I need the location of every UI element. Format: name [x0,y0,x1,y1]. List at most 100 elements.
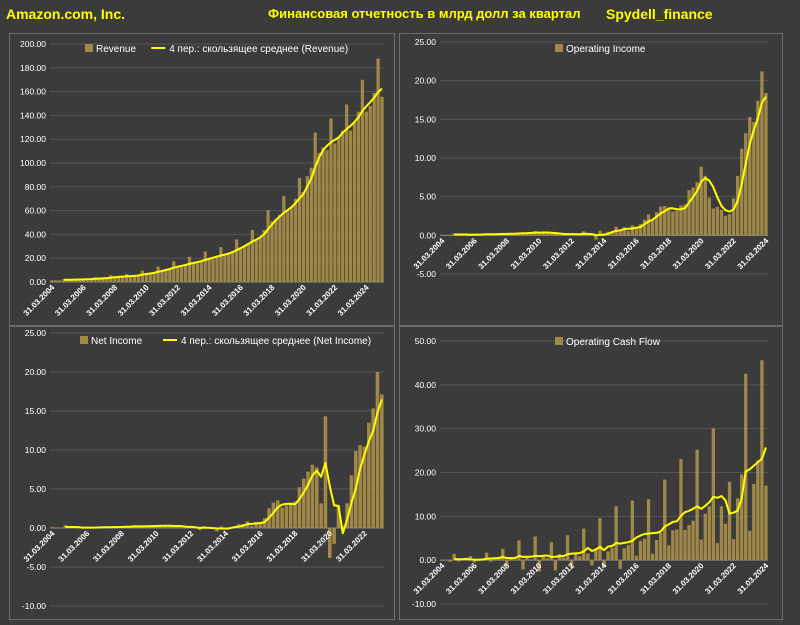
x-tick-label: 31.03.2020 [273,283,308,318]
bar [364,111,368,283]
bar [280,507,284,528]
bar [168,269,172,282]
bar [517,540,521,561]
bar [456,560,460,562]
bar [336,505,341,528]
bar [614,506,618,561]
bar [699,166,703,236]
bar [590,235,594,236]
bar [286,210,290,282]
bar [695,182,699,236]
y-tick-label: 0.00 [419,230,436,240]
bar [62,278,66,282]
bar [642,538,647,561]
bar [163,526,167,528]
bar [630,225,635,236]
bar [235,239,239,282]
bar [610,547,614,561]
bar [586,553,590,561]
bar [152,273,156,282]
y-tick-label: 40.00 [415,380,437,390]
bar [488,560,493,562]
bar [199,261,203,282]
bar [321,147,325,282]
y-tick-label: 20.00 [415,76,437,86]
bar [172,261,176,282]
bar [703,175,707,236]
x-tick-label: 31.03.2004 [412,561,447,596]
bar [297,487,302,528]
bar [371,408,375,528]
bar [348,130,353,282]
bar [679,458,683,561]
bar [735,175,740,236]
bar [707,506,711,561]
legend-bar-swatch [555,337,563,345]
x-tick-label: 31.03.2008 [477,561,512,596]
bar [323,416,328,528]
x-tick-label: 31.03.2020 [671,561,706,596]
bar [626,545,630,561]
bar [317,152,321,282]
bar [618,230,622,236]
operating-cash-flow-chart-panel: -10.00 0.00 10.00 20.00 30.00 40.00 50.00 31.03… [399,326,783,620]
bar [642,219,647,236]
x-tick-label: 31.03.2008 [91,529,126,564]
bar [301,192,306,282]
x-tick-label: 31.03.2020 [671,236,706,271]
bar [380,96,384,282]
bar [598,518,602,561]
bar [341,130,345,282]
bar [553,233,558,236]
bar [254,522,258,528]
x-tick-label: 31.03.2010 [116,283,151,318]
bar [727,214,732,236]
bar [719,506,724,561]
bar [440,234,444,236]
y-tick-label: 80.00 [25,182,47,192]
bar [297,177,302,282]
bar [634,227,639,236]
bar [376,58,380,282]
bar [756,100,760,236]
bar [367,422,371,528]
bar [352,122,357,282]
y-tick-label: 160.00 [20,87,46,97]
bar [553,560,558,571]
bar [448,234,452,236]
bar [215,528,219,532]
bar [679,205,683,236]
y-tick-label: 15.00 [415,114,437,124]
bar [501,548,505,561]
x-tick-label: 31.03.2012 [161,529,196,564]
bar [675,210,679,236]
x-tick-label: 31.03.2014 [179,283,214,318]
x-tick-label: 31.03.2018 [242,283,277,318]
bar [306,471,310,528]
x-tick-label: 31.03.2016 [210,283,245,318]
bar [744,373,748,561]
x-tick-label: 31.03.2022 [703,561,738,596]
bar [569,560,574,568]
bar [525,557,529,561]
x-tick-label: 31.03.2008 [85,283,120,318]
bar [275,500,280,528]
bar [380,394,384,528]
bar [590,560,594,566]
bar [711,208,715,236]
bar [246,243,251,282]
bar [618,560,622,569]
x-tick-label: 31.03.2012 [541,561,576,596]
report-title: Финансовая отчетность в млрд долл за ква… [268,6,581,21]
bar [764,485,768,561]
bar [452,233,456,236]
bar [368,105,372,282]
y-tick-label: -10.00 [22,601,46,611]
y-tick-label: 60.00 [25,206,47,216]
x-tick-label: 31.03.2012 [541,236,576,271]
bar [735,498,740,561]
x-tick-label: 31.03.2018 [265,529,300,564]
bar [345,104,349,283]
bar [606,551,610,561]
bar [626,230,630,236]
